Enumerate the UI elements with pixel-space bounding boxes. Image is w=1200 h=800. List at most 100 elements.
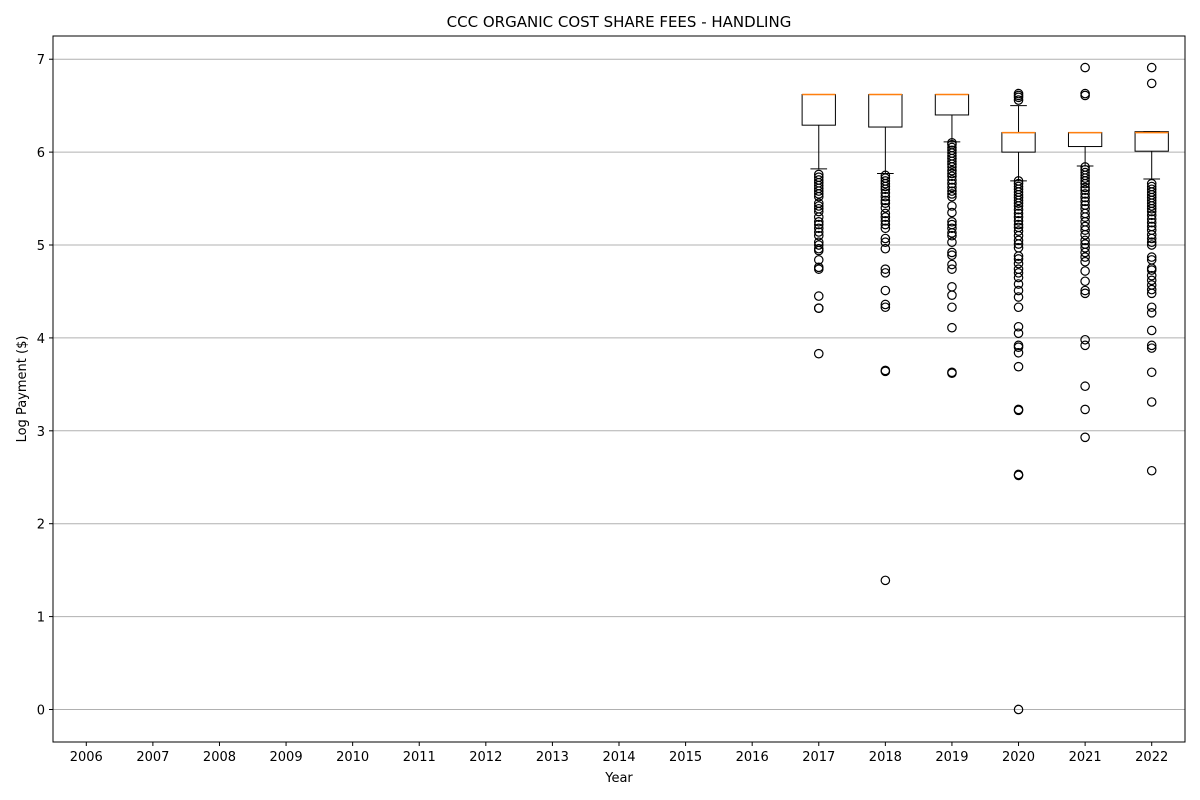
outlier-point xyxy=(813,186,824,196)
outlier-point xyxy=(1146,252,1157,262)
y-tick-label: 6 xyxy=(37,146,45,161)
x-tick-label: 2014 xyxy=(602,750,635,765)
outlier-point xyxy=(813,348,824,359)
outlier-point xyxy=(813,227,824,237)
outlier-point xyxy=(1013,302,1024,313)
outlier-point xyxy=(1013,208,1024,219)
outlier-point xyxy=(1013,704,1024,715)
outlier-point xyxy=(813,303,824,313)
outlier-point xyxy=(947,178,957,189)
box-2021 xyxy=(1067,62,1103,443)
y-tick-label: 7 xyxy=(37,53,45,68)
outlier-point xyxy=(1013,216,1024,226)
outlier-point xyxy=(1080,247,1090,258)
outlier-point xyxy=(813,230,824,241)
box-2019 xyxy=(934,93,970,379)
outlier-point xyxy=(880,243,891,254)
outlier-point xyxy=(1146,340,1157,351)
x-tick-label: 2006 xyxy=(70,750,103,765)
outlier-point xyxy=(813,219,824,230)
outlier-point xyxy=(947,171,957,182)
outlier-point xyxy=(880,208,891,219)
x-axis-label: Year xyxy=(604,771,633,786)
box-2017 xyxy=(801,93,836,359)
outlier-point xyxy=(880,191,891,202)
outlier-point xyxy=(1080,404,1090,415)
outlier-point xyxy=(1013,258,1024,269)
outlier-point xyxy=(1080,62,1090,73)
outlier-point xyxy=(880,575,891,586)
outlier-point xyxy=(1013,470,1024,481)
outlier-point xyxy=(1013,195,1024,206)
outlier-point xyxy=(947,302,957,313)
outlier-point xyxy=(947,162,957,172)
outlier-point xyxy=(1013,361,1024,372)
x-tick-label: 2010 xyxy=(336,750,369,765)
x-tick-label: 2019 xyxy=(935,750,968,765)
outlier-point xyxy=(1080,196,1090,207)
outlier-point xyxy=(947,186,957,196)
outlier-point xyxy=(947,165,957,176)
x-axis-ticks: 2006 2007 2008 2009 2010 2011 2012 2013 2014 2015… xyxy=(70,742,1168,765)
outlier-point xyxy=(1080,90,1090,101)
x-tick-label: 2007 xyxy=(136,750,169,765)
outlier-point xyxy=(1146,397,1157,407)
outlier-point xyxy=(947,216,957,227)
outlier-point xyxy=(1013,328,1024,339)
box-iqr xyxy=(1001,132,1036,153)
outlier-point xyxy=(880,188,891,198)
outlier-point xyxy=(1080,340,1090,351)
y-tick-label: 3 xyxy=(37,425,45,440)
outlier-point xyxy=(1013,285,1024,296)
outlier-point xyxy=(947,207,957,218)
outlier-point xyxy=(880,233,891,244)
outlier-point xyxy=(1013,268,1024,278)
outlier-point xyxy=(813,291,824,301)
x-tick-label: 2012 xyxy=(469,750,502,765)
outlier-point xyxy=(947,259,957,270)
x-tick-label: 2022 xyxy=(1135,750,1168,765)
outlier-point xyxy=(1013,212,1024,222)
outlier-point xyxy=(1080,178,1090,189)
outlier-point xyxy=(1013,226,1024,236)
y-tick-label: 5 xyxy=(37,239,45,254)
outlier-point xyxy=(1146,240,1157,250)
outlier-point xyxy=(947,237,957,248)
outlier-point xyxy=(1146,270,1157,281)
outlier-point xyxy=(1080,334,1090,345)
outlier-point xyxy=(1013,342,1024,352)
outlier-point xyxy=(947,250,957,261)
outlier-point xyxy=(1146,214,1157,224)
outlier-point xyxy=(1146,288,1157,299)
outlier-point xyxy=(1013,95,1024,105)
outlier-point xyxy=(1080,266,1090,276)
x-tick-label: 2011 xyxy=(403,750,436,765)
outlier-point xyxy=(1146,325,1157,336)
outlier-point xyxy=(1013,219,1024,230)
outlier-point xyxy=(947,368,957,379)
outlier-point xyxy=(1080,276,1090,287)
outlier-point xyxy=(880,366,891,377)
outlier-point xyxy=(813,245,824,256)
outlier-point xyxy=(1013,254,1024,264)
outlier-point xyxy=(880,299,891,310)
outlier-point xyxy=(947,223,957,234)
outlier-point xyxy=(1080,285,1090,296)
outlier-point xyxy=(1146,284,1157,295)
outlier-point xyxy=(1080,173,1090,183)
outlier-point xyxy=(1080,235,1090,246)
outlier-point xyxy=(1080,243,1090,253)
outlier-point xyxy=(1013,92,1024,103)
outlier-point xyxy=(1013,204,1024,215)
outlier-point xyxy=(1013,272,1024,283)
outlier-point xyxy=(1080,189,1090,199)
outlier-point xyxy=(813,189,824,199)
outlier-point xyxy=(1013,405,1024,416)
outlier-point xyxy=(947,230,957,241)
outlier-point xyxy=(1013,279,1024,289)
outlier-point xyxy=(1080,381,1090,392)
box-iqr xyxy=(801,94,836,126)
box-iqr xyxy=(934,94,970,116)
outlier-point xyxy=(880,198,891,209)
